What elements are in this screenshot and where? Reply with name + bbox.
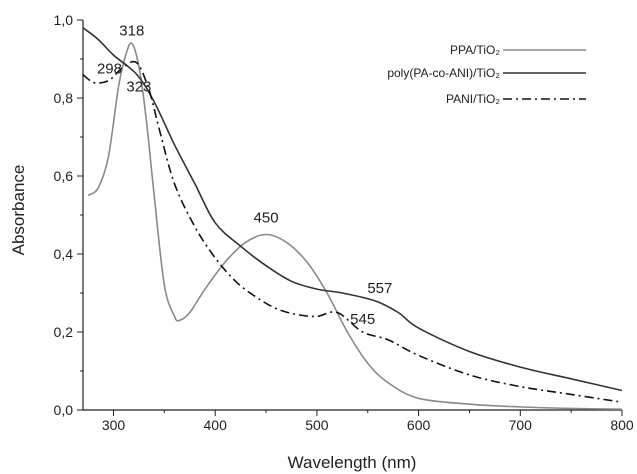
annotation-557: 557	[367, 280, 392, 297]
y-tick-label: 0,2	[54, 324, 74, 340]
y-tick-label: 1,0	[54, 12, 74, 28]
legend-label-3: PANI/TiO₂	[446, 92, 500, 106]
series-line-1	[87, 42, 623, 411]
series-line-2	[82, 27, 623, 392]
annotation-298: 298	[97, 61, 122, 78]
x-tick-label: 700	[509, 417, 533, 433]
annotation-318: 318	[119, 22, 144, 39]
annotation-450: 450	[254, 210, 279, 227]
annotation-323: 323	[126, 79, 151, 96]
y-tick-label: 0,6	[54, 168, 74, 184]
x-tick-label: 300	[102, 417, 126, 433]
y-tick-label: 0,0	[54, 402, 74, 418]
x-tick-label: 600	[407, 417, 431, 433]
x-tick-label: 400	[204, 417, 228, 433]
axes: 300 400 500 600 700 800 0,0 0,2 0,4 0,6 0,8 1,0	[54, 12, 634, 433]
legend: PPA/TiO₂ poly(PA-co-ANI)/TiO₂ PANI/TiO₂	[387, 43, 586, 106]
legend-label-2: poly(PA-co-ANI)/TiO₂	[387, 66, 500, 80]
x-axis-label: Wavelength (nm)	[288, 453, 417, 472]
y-tick-label: 0,4	[54, 246, 74, 262]
series-lines	[82, 27, 623, 411]
y-axis-label: Absorbance	[9, 165, 28, 256]
series-line-3	[82, 60, 623, 403]
x-tick-label: 800	[610, 417, 634, 433]
x-tick-label: 500	[305, 417, 329, 433]
y-tick-label: 0,8	[54, 90, 74, 106]
legend-label-1: PPA/TiO₂	[450, 43, 500, 57]
annotation-545: 545	[350, 311, 375, 328]
